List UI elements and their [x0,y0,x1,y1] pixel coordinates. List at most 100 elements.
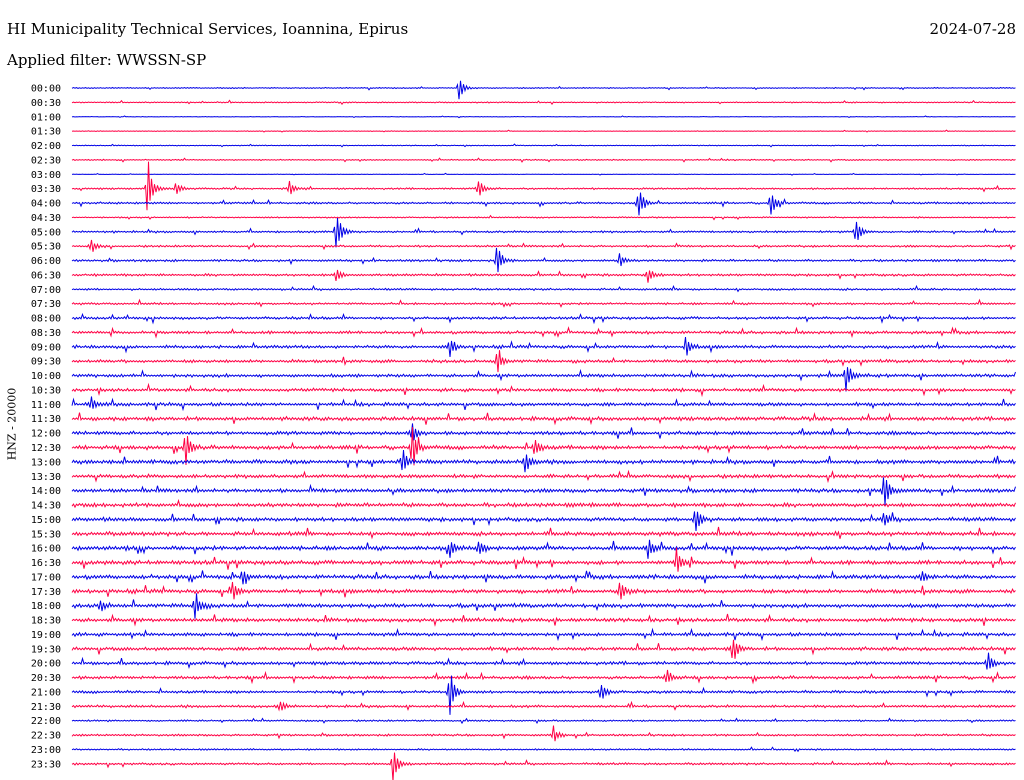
row-label: 18:00 [31,601,61,612]
row-label: 21:00 [31,687,61,698]
row-label: 02:00 [31,141,61,152]
trace-0730 [71,298,1016,308]
row-label: 00:00 [31,84,61,95]
trace-1330 [71,469,1016,484]
row-label: 12:00 [31,429,61,440]
trace-2300 [71,746,1016,753]
trace-2330 [71,752,1016,780]
trace-1730 [71,581,1016,600]
trace-1900 [71,627,1016,642]
row-label: 06:00 [31,256,61,267]
row-label: 13:30 [31,472,61,483]
trace-0600 [71,247,1016,273]
row-label: 03:00 [31,170,61,181]
trace-1230 [71,427,1016,466]
row-label: 17:00 [31,572,61,583]
trace-1430 [71,498,1016,509]
row-label: 16:30 [31,558,61,569]
row-label: 21:30 [31,702,61,713]
station-title: HI Municipality Technical Services, Ioan… [7,20,409,38]
trace-1630 [71,547,1016,572]
row-label: 15:00 [31,515,61,526]
trace-0500 [71,217,1016,248]
row-label: 08:30 [31,328,61,339]
row-label: 05:00 [31,227,61,238]
row-label: 20:30 [31,673,61,684]
trace-1400 [71,477,1016,506]
row-label: 23:00 [31,745,61,756]
row-label: 10:30 [31,385,61,396]
trace-1530 [71,526,1016,540]
row-label: 15:30 [31,529,61,540]
filter-label: Applied filter: WWSSN-SP [7,51,207,69]
trace-0530 [71,239,1016,252]
row-label: 23:30 [31,759,61,770]
trace-1130 [71,412,1016,426]
row-label: 06:30 [31,270,61,281]
trace-0200 [71,143,1016,148]
row-label: 18:30 [31,616,61,627]
trace-0130 [71,129,1016,133]
trace-0830 [71,326,1016,339]
row-label: 12:30 [31,443,61,454]
trace-1030 [71,382,1016,398]
row-label: 04:00 [31,199,61,210]
trace-2000 [71,652,1016,670]
row-label: 11:00 [31,400,61,411]
row-label: 19:30 [31,644,61,655]
trace-1930 [71,639,1016,659]
trace-0430 [71,214,1016,221]
trace-1000 [71,367,1016,392]
row-label: 00:30 [31,98,61,109]
plot-date: 2024-07-28 [929,20,1016,38]
trace-2200 [71,717,1016,725]
trace-1100 [71,396,1016,412]
row-label: 16:00 [31,544,61,555]
row-label: 02:30 [31,155,61,166]
row-label: 07:30 [31,299,61,310]
trace-0700 [71,284,1016,293]
trace-0930 [71,350,1016,373]
row-label: 09:00 [31,342,61,353]
row-label: 01:30 [31,127,61,138]
row-label: 14:30 [31,501,61,512]
trace-0030 [71,99,1016,106]
trace-0300 [71,172,1016,176]
trace-0800 [71,312,1016,325]
row-label: 09:30 [31,357,61,368]
trace-1200 [71,423,1016,441]
row-label: 13:00 [31,457,61,468]
trace-2130 [71,700,1016,712]
trace-0630 [71,269,1016,283]
trace-1700 [71,569,1016,585]
row-label: 14:00 [31,486,61,497]
trace-2230 [71,725,1016,742]
row-label: 22:00 [31,716,61,727]
row-label: 20:00 [31,659,61,670]
trace-0400 [71,192,1016,216]
trace-1830 [71,613,1016,627]
row-label: 22:30 [31,731,61,742]
trace-1500 [71,511,1016,531]
trace-2100 [71,675,1016,715]
row-label: 03:30 [31,184,61,195]
row-label: 01:00 [31,112,61,123]
row-label: 07:00 [31,285,61,296]
trace-1300 [71,449,1016,473]
trace-0000 [71,80,1016,100]
row-label: 04:30 [31,213,61,224]
row-label: 19:00 [31,630,61,641]
trace-1800 [71,593,1016,619]
row-label: 05:30 [31,242,61,253]
row-label: 11:30 [31,414,61,425]
trace-0230 [71,157,1016,163]
trace-0100 [71,115,1016,119]
trace-1600 [71,539,1016,559]
row-label: 08:00 [31,314,61,325]
trace-2030 [71,669,1016,685]
row-label: 17:30 [31,587,61,598]
row-label: 10:00 [31,371,61,382]
trace-0330 [71,161,1016,211]
trace-0900 [71,337,1016,357]
